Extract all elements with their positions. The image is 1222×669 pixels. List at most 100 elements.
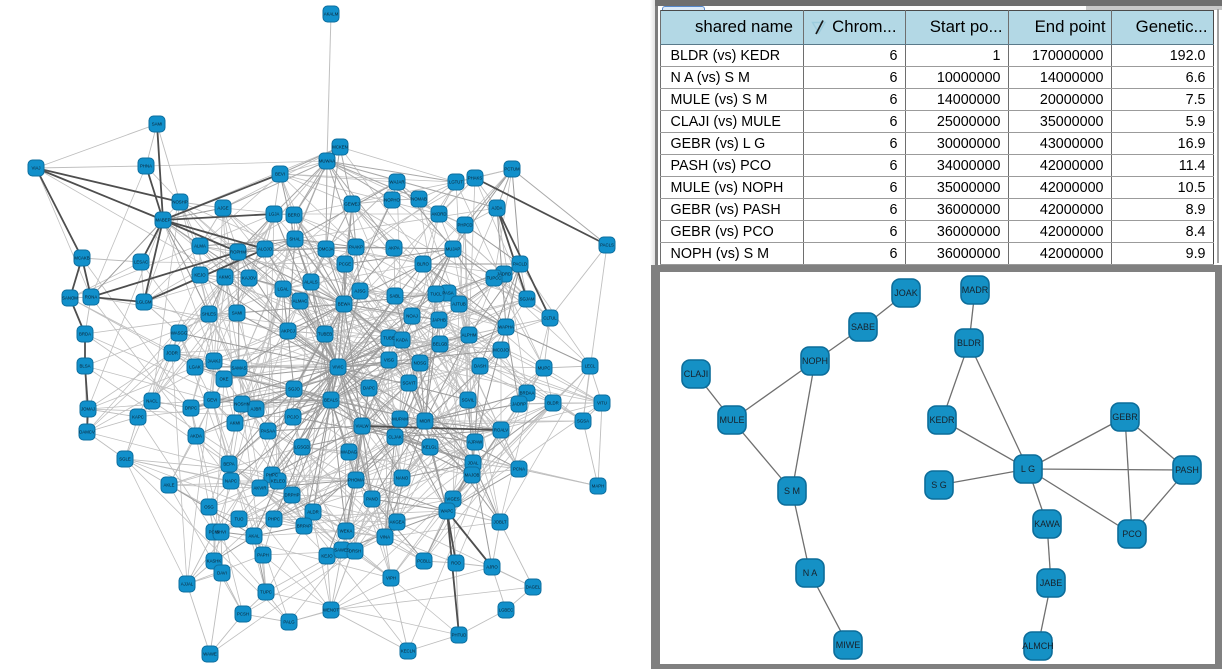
svg-text:GEVI: GEVI [207,398,217,403]
svg-text:VIALW: VIALW [355,424,369,429]
svg-text:WAJAR: WAJAR [390,180,405,185]
svg-text:AKVIR: AKVIR [254,486,267,491]
svg-text:AKGEA: AKGEA [390,520,405,525]
svg-text:OSG: OSG [204,505,214,510]
svg-text:AKALM: AKALM [324,12,339,17]
svg-text:WAPC: WAPC [441,509,454,514]
svg-text:LGLGM: LGLGM [136,300,151,305]
svg-text:ALALS: ALALS [304,280,318,285]
svg-text:VIPH: VIPH [386,576,396,581]
svg-text:LGTUT: LGTUT [449,180,463,185]
svg-text:WASGG: WASGG [171,331,188,336]
svg-text:MUPC: MUPC [538,366,551,371]
svg-text:CLTUL: CLTUL [543,316,557,321]
svg-text:PCJO: PCJO [287,415,299,420]
svg-text:KEJO: KEJO [194,273,206,278]
svg-text:MUPAM: MUPAM [392,417,408,422]
svg-text:PCMI: PCMI [209,530,220,535]
svg-text:TUBEB: TUBEB [318,332,332,337]
svg-text:AKDRD: AKDRD [431,212,446,217]
svg-text:MCOJO: MCOJO [493,348,509,353]
svg-text:KEDR: KEDR [929,415,955,425]
svg-text:TUO: TUO [234,517,244,522]
svg-text:RONA: RONA [85,295,98,300]
svg-text:JADRP: JADRP [512,402,526,407]
svg-text:TUBE: TUBE [383,336,395,341]
svg-text:BRDAA: BRDAA [520,391,535,396]
svg-text:MCAKB: MCAKB [74,256,89,261]
svg-text:CLJAK: CLJAK [388,435,402,440]
svg-text:SHVI: SHVI [216,530,226,535]
svg-text:AJRO: AJRO [486,565,498,570]
svg-text:BRPAP: BRPAP [297,524,311,529]
svg-text:AJJAL: AJJAL [181,582,194,587]
svg-text:ALPHM: ALPHM [462,333,477,338]
svg-text:PHPCD: PHPCD [457,223,472,228]
svg-text:NOMAB: NOMAB [411,197,427,202]
svg-text:NOPHO: NOPHO [384,198,400,203]
svg-text:DAMCV: DAMCV [79,430,95,435]
svg-text:ROPHM: ROPHM [230,250,246,255]
svg-text:SAMI: SAMI [232,311,243,316]
svg-text:SABL: SABL [390,294,402,299]
svg-text:PASAA: PASAA [261,429,275,434]
svg-text:DASH: DASH [474,364,486,369]
svg-text:DAPC: DAPC [363,386,375,391]
svg-text:BELGB: BELGB [433,342,447,347]
svg-text:AJTUB: AJTUB [452,302,466,307]
svg-text:KEJO: KEJO [321,554,333,559]
svg-text:S M: S M [784,486,800,496]
svg-text:BEPA: BEPA [223,462,234,467]
svg-text:JOAL: JOAL [468,461,479,466]
svg-text:BEWA: BEWA [338,302,351,307]
svg-text:ALDR: ALDR [307,510,318,515]
svg-text:KAWA: KAWA [1034,519,1060,529]
svg-text:PACLS: PACLS [600,243,614,248]
svg-text:DRSH: DRSH [349,549,361,554]
svg-text:SGSA: SGSA [577,419,589,424]
svg-text:WAPHA: WAPHA [498,325,514,330]
svg-text:MULE: MULE [719,415,744,425]
svg-text:MCKEN: MCKEN [332,145,348,150]
svg-text:CLAJI: CLAJI [684,369,709,379]
svg-text:KADA: KADA [396,338,408,343]
svg-text:ROO: ROO [451,561,461,566]
svg-text:NOAJ: NOAJ [406,314,417,319]
svg-text:PCTUM: PCTUM [504,167,520,172]
svg-text:S G: S G [931,480,947,490]
svg-text:SHAL: SHAL [289,237,301,242]
svg-text:NOPH: NOPH [802,356,828,366]
svg-text:ROALV: ROALV [494,428,508,433]
svg-text:AJSG: AJSG [354,289,366,294]
svg-text:AJGE: AJGE [217,206,228,211]
svg-text:ALMA: ALMA [194,244,206,249]
svg-text:GEBR: GEBR [1112,412,1138,422]
svg-text:SGJO: SGJO [288,387,300,392]
svg-text:PCNA: PCNA [513,467,525,472]
svg-text:BLDR: BLDR [547,401,558,406]
svg-text:JADRD: JADRD [497,272,511,277]
svg-text:NANO: NANO [396,476,409,481]
svg-text:L G: L G [1021,464,1035,474]
svg-text:OKE: OKE [219,377,228,382]
svg-text:DAVI: DAVI [217,571,227,576]
svg-text:PHOMA: PHOMA [348,478,364,483]
svg-text:PCGE: PCGE [339,262,351,267]
svg-text:JODR: JODR [166,351,178,356]
svg-text:TUPCC: TUPCC [487,276,502,281]
svg-text:JABE: JABE [1040,578,1063,588]
svg-text:MUJAP: MUJAP [446,247,461,252]
svg-text:PAAKP: PAAKP [349,245,363,250]
svg-text:BLRO: BLRO [417,262,429,267]
svg-text:DRPHP: DRPHP [284,493,299,498]
svg-text:VINA: VINA [380,535,390,540]
svg-text:GEWEJ: GEWEJ [344,202,359,207]
svg-text:PCO: PCO [1122,529,1142,539]
svg-text:LGAK: LGAK [189,365,201,370]
svg-text:PHPC: PHPC [266,473,278,478]
svg-text:PHAKS: PHAKS [468,176,483,181]
svg-text:LECL: LECL [585,364,596,369]
svg-text:VIAJ: VIAJ [31,166,40,171]
svg-text:AJDA: AJDA [492,206,503,211]
svg-text:JAAKJ: JAAKJ [208,359,221,364]
